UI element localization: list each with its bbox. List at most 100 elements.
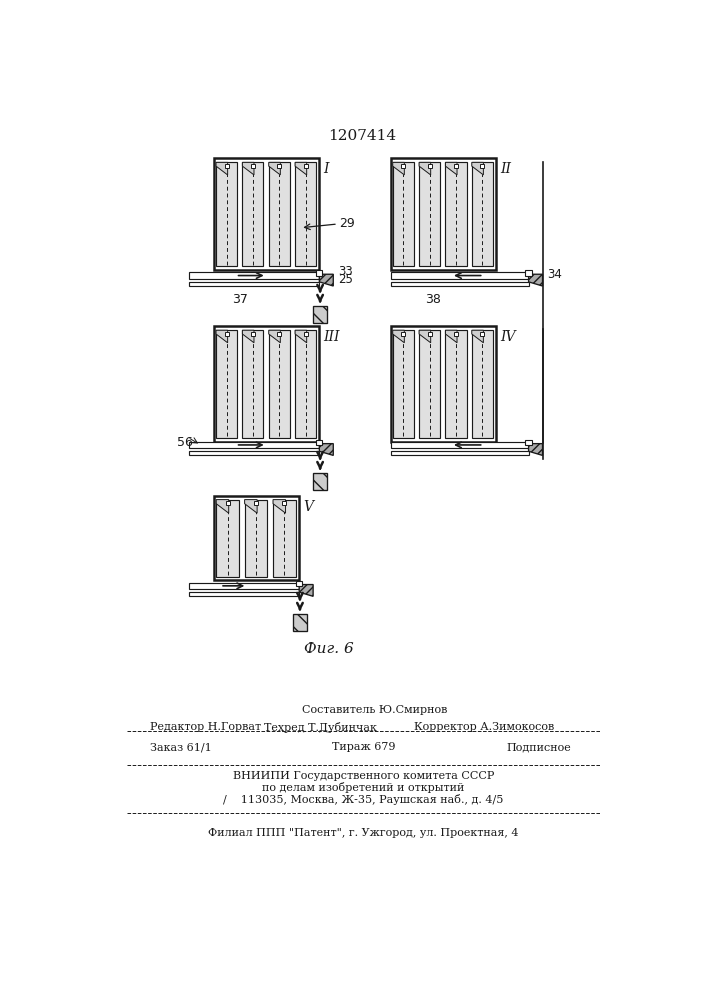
Text: III: III	[323, 330, 339, 344]
Bar	[283, 501, 286, 505]
Bar	[480, 332, 484, 336]
Bar	[304, 332, 308, 336]
Bar	[480, 164, 484, 168]
Bar	[454, 164, 458, 168]
Polygon shape	[392, 162, 404, 175]
Text: 56: 56	[177, 436, 194, 449]
Bar	[189, 272, 320, 279]
Bar	[445, 162, 467, 266]
Bar	[273, 500, 296, 577]
Polygon shape	[529, 274, 542, 286]
Text: Подписное: Подписное	[507, 742, 572, 752]
Bar	[472, 162, 493, 266]
Bar	[189, 583, 299, 589]
Polygon shape	[243, 330, 254, 343]
Bar	[243, 330, 264, 438]
Bar	[391, 272, 529, 279]
Polygon shape	[295, 330, 307, 343]
Text: по делам изобретений и открытий: по делам изобретений и открытий	[262, 782, 464, 793]
Text: 1207414: 1207414	[328, 129, 396, 143]
Bar	[419, 330, 440, 438]
Bar	[419, 162, 440, 266]
Polygon shape	[273, 500, 286, 513]
Polygon shape	[243, 162, 254, 175]
Bar	[402, 332, 405, 336]
Bar	[402, 164, 405, 168]
Bar	[277, 332, 281, 336]
Text: 25: 25	[338, 273, 353, 286]
Text: Фиг. 6: Фиг. 6	[304, 642, 354, 656]
Bar	[313, 473, 327, 490]
Bar	[251, 164, 255, 168]
Text: V: V	[303, 500, 313, 514]
Text: II: II	[500, 162, 511, 176]
Bar	[245, 500, 267, 577]
Polygon shape	[445, 162, 457, 175]
Bar	[269, 162, 290, 266]
Bar	[295, 330, 316, 438]
Polygon shape	[216, 500, 228, 513]
Bar	[293, 614, 307, 631]
Bar	[454, 332, 458, 336]
Bar	[269, 330, 290, 438]
Polygon shape	[320, 274, 333, 286]
Text: Тираж 679: Тираж 679	[332, 742, 395, 752]
Bar	[277, 164, 281, 168]
Bar	[525, 270, 532, 276]
Bar	[316, 440, 322, 445]
Text: Техред Т.Дубинчак: Техред Т.Дубинчак	[264, 722, 378, 733]
Text: I: I	[323, 162, 329, 176]
Polygon shape	[269, 162, 281, 175]
Bar	[316, 270, 322, 276]
Polygon shape	[529, 444, 542, 455]
Polygon shape	[216, 162, 228, 175]
Polygon shape	[419, 330, 431, 343]
Bar	[525, 440, 532, 445]
Bar	[391, 451, 529, 455]
Bar	[214, 326, 320, 442]
Bar	[189, 451, 320, 455]
Bar	[304, 164, 308, 168]
Bar	[392, 330, 414, 438]
Bar	[243, 162, 264, 266]
Text: 38: 38	[426, 293, 441, 306]
Text: 33: 33	[338, 265, 353, 278]
Bar	[428, 164, 431, 168]
Text: Корректор А.Зимокосов: Корректор А.Зимокосов	[414, 722, 554, 732]
Polygon shape	[216, 330, 228, 343]
Polygon shape	[472, 162, 484, 175]
Text: 34: 34	[547, 268, 562, 281]
Bar	[216, 500, 239, 577]
Bar	[189, 442, 320, 448]
Bar	[214, 158, 320, 270]
Bar	[295, 162, 316, 266]
Bar	[391, 158, 496, 270]
Polygon shape	[419, 162, 431, 175]
Bar	[225, 164, 228, 168]
Polygon shape	[245, 500, 257, 513]
Text: ВНИИПИ Государственного комитета СССР: ВНИИПИ Государственного комитета СССР	[233, 771, 494, 781]
Bar	[392, 162, 414, 266]
Bar	[428, 332, 431, 336]
Polygon shape	[445, 330, 457, 343]
Bar	[391, 442, 529, 448]
Polygon shape	[299, 585, 313, 596]
Bar	[296, 581, 303, 586]
Polygon shape	[295, 162, 307, 175]
Bar	[254, 501, 258, 505]
Bar	[189, 592, 299, 596]
Bar	[391, 326, 496, 442]
Bar	[445, 330, 467, 438]
Polygon shape	[269, 330, 281, 343]
Polygon shape	[320, 444, 333, 455]
Bar	[216, 162, 237, 266]
Text: /    113035, Москва, Ж-35, Раушская наб., д. 4/5: / 113035, Москва, Ж-35, Раушская наб., д…	[223, 794, 503, 805]
Text: IV: IV	[500, 330, 515, 344]
Bar	[216, 330, 237, 438]
Polygon shape	[472, 330, 484, 343]
Bar	[225, 332, 228, 336]
Bar	[226, 501, 230, 505]
Text: 37: 37	[232, 293, 247, 306]
Text: Филиал ППП "Патент", г. Ужгород, ул. Проектная, 4: Филиал ППП "Патент", г. Ужгород, ул. Про…	[209, 828, 519, 838]
Text: Составитель Ю.Смирнов: Составитель Ю.Смирнов	[303, 705, 448, 715]
